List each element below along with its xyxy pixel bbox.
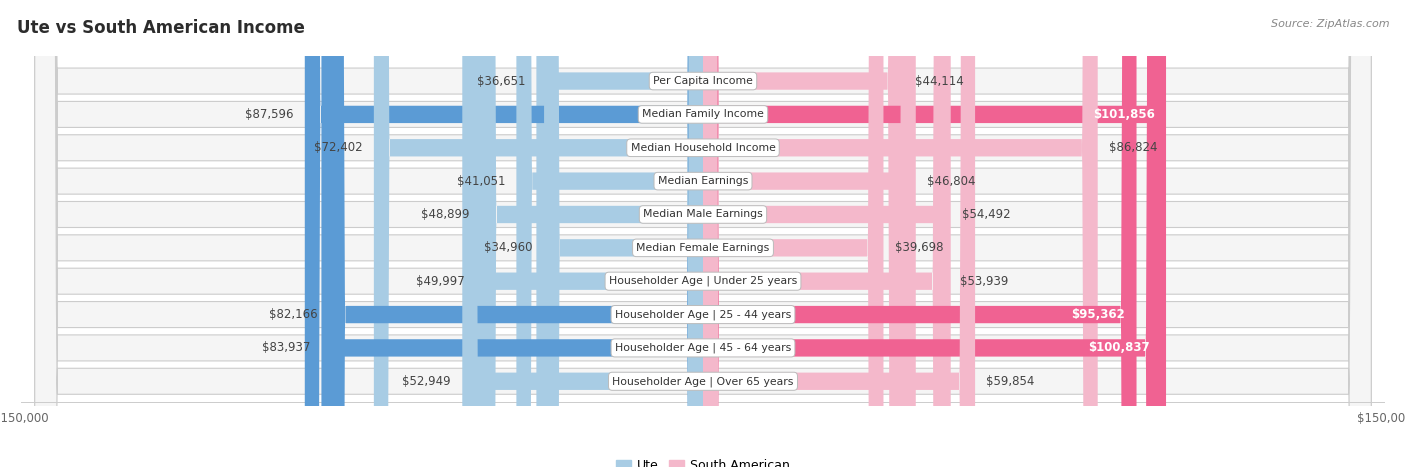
FancyBboxPatch shape	[703, 0, 1161, 467]
Text: Householder Age | Over 65 years: Householder Age | Over 65 years	[612, 376, 794, 387]
Text: $36,651: $36,651	[477, 75, 524, 87]
Text: $48,899: $48,899	[420, 208, 470, 221]
FancyBboxPatch shape	[374, 0, 703, 467]
FancyBboxPatch shape	[35, 0, 1371, 467]
FancyBboxPatch shape	[35, 0, 1371, 467]
FancyBboxPatch shape	[536, 0, 703, 467]
FancyBboxPatch shape	[703, 0, 883, 467]
Legend: Ute, South American: Ute, South American	[612, 454, 794, 467]
Text: Householder Age | 25 - 44 years: Householder Age | 25 - 44 years	[614, 309, 792, 320]
Text: $87,596: $87,596	[245, 108, 294, 121]
Text: $44,114: $44,114	[915, 75, 963, 87]
Text: $52,949: $52,949	[402, 375, 451, 388]
FancyBboxPatch shape	[35, 0, 1371, 467]
FancyBboxPatch shape	[35, 0, 1371, 467]
Text: $100,837: $100,837	[1088, 341, 1150, 354]
Text: Per Capita Income: Per Capita Income	[652, 76, 754, 86]
FancyBboxPatch shape	[305, 0, 703, 467]
FancyBboxPatch shape	[481, 0, 703, 467]
Text: Householder Age | 45 - 64 years: Householder Age | 45 - 64 years	[614, 343, 792, 353]
FancyBboxPatch shape	[703, 0, 1166, 467]
FancyBboxPatch shape	[703, 0, 915, 467]
Text: Householder Age | Under 25 years: Householder Age | Under 25 years	[609, 276, 797, 286]
Text: Ute vs South American Income: Ute vs South American Income	[17, 19, 305, 37]
FancyBboxPatch shape	[475, 0, 703, 467]
FancyBboxPatch shape	[544, 0, 703, 467]
Text: Median Earnings: Median Earnings	[658, 176, 748, 186]
FancyBboxPatch shape	[463, 0, 703, 467]
Text: $53,939: $53,939	[959, 275, 1008, 288]
FancyBboxPatch shape	[516, 0, 703, 467]
FancyBboxPatch shape	[35, 0, 1371, 467]
Text: $49,997: $49,997	[416, 275, 464, 288]
FancyBboxPatch shape	[329, 0, 703, 467]
FancyBboxPatch shape	[703, 0, 904, 467]
Text: $95,362: $95,362	[1071, 308, 1125, 321]
Text: $34,960: $34,960	[484, 241, 533, 255]
Text: Median Family Income: Median Family Income	[643, 109, 763, 120]
Text: Median Male Earnings: Median Male Earnings	[643, 210, 763, 219]
FancyBboxPatch shape	[35, 0, 1371, 467]
Text: $72,402: $72,402	[314, 142, 363, 154]
Text: $54,492: $54,492	[962, 208, 1011, 221]
FancyBboxPatch shape	[703, 0, 1098, 467]
Text: $46,804: $46,804	[927, 175, 976, 188]
Text: Median Female Earnings: Median Female Earnings	[637, 243, 769, 253]
FancyBboxPatch shape	[703, 0, 1136, 467]
FancyBboxPatch shape	[35, 0, 1371, 467]
FancyBboxPatch shape	[703, 0, 948, 467]
Text: $86,824: $86,824	[1109, 142, 1157, 154]
Text: $59,854: $59,854	[987, 375, 1035, 388]
FancyBboxPatch shape	[35, 0, 1371, 467]
Text: $101,856: $101,856	[1092, 108, 1154, 121]
Text: Median Household Income: Median Household Income	[630, 143, 776, 153]
Text: Source: ZipAtlas.com: Source: ZipAtlas.com	[1271, 19, 1389, 28]
Text: $41,051: $41,051	[457, 175, 505, 188]
Text: $39,698: $39,698	[894, 241, 943, 255]
FancyBboxPatch shape	[35, 0, 1371, 467]
Text: $83,937: $83,937	[262, 341, 311, 354]
FancyBboxPatch shape	[35, 0, 1371, 467]
FancyBboxPatch shape	[703, 0, 976, 467]
FancyBboxPatch shape	[703, 0, 950, 467]
FancyBboxPatch shape	[322, 0, 703, 467]
Text: $82,166: $82,166	[270, 308, 318, 321]
